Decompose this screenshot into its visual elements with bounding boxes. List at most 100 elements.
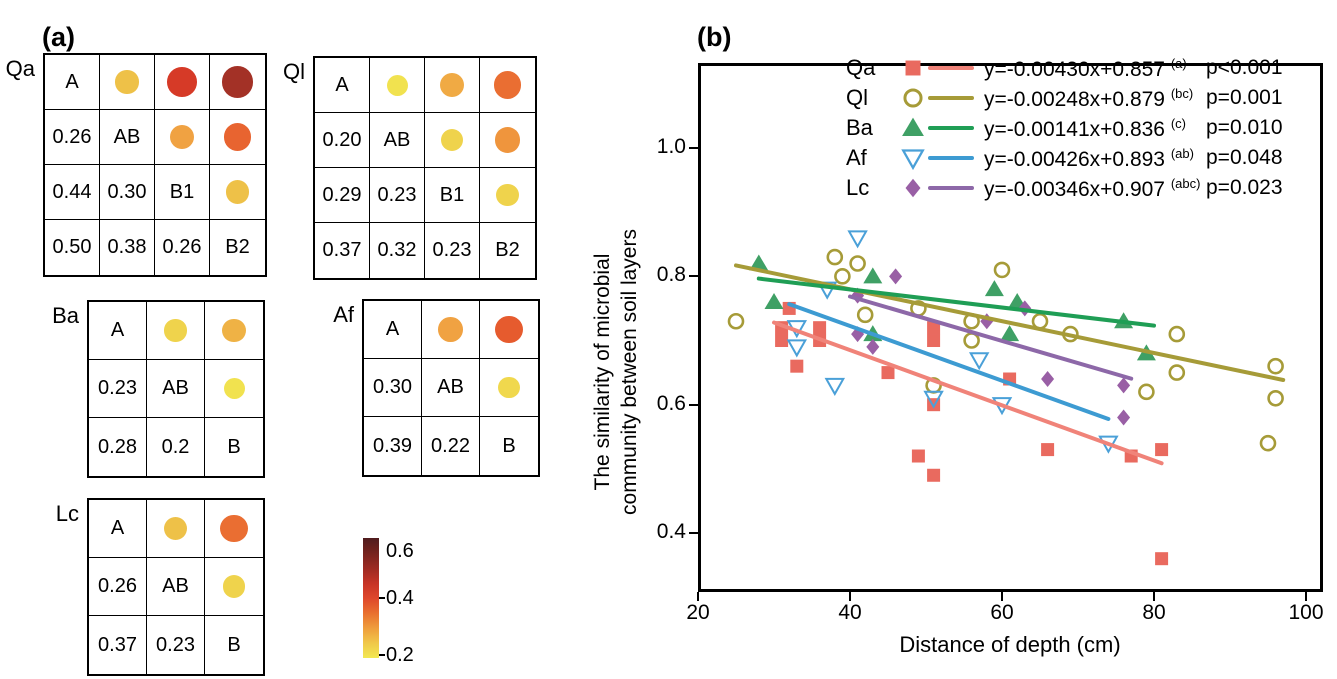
matrix-value-cell: 0.26 [89, 558, 147, 616]
similarity-circle [440, 128, 464, 152]
matrix-circle-cell [480, 58, 535, 113]
legend-marker-icon [901, 149, 925, 171]
matrix-diagonal-cell: AB [422, 359, 480, 417]
similarity-circle [386, 74, 408, 96]
matrix-Qa: A 0.26 AB 0.44 0.30 B1 0.50 0.38 0.26 B2 [43, 53, 267, 277]
matrix-name-Ql: Ql [283, 59, 305, 84]
similarity-circle [222, 575, 246, 598]
y-tick [689, 403, 698, 406]
matrix-value-cell: 0.23 [370, 168, 425, 223]
matrix-diagonal-cell: AB [147, 558, 205, 616]
matrix-name-Qa: Qa [5, 56, 35, 81]
matrix-value-cell: 0.37 [89, 616, 147, 674]
matrix-diagonal-cell: A [45, 55, 100, 110]
matrix-diagonal-cell: A [364, 301, 422, 359]
legend-equation: y=-0.00430x+0.857 (a) [984, 56, 1187, 82]
matrix-diagonal-cell: B2 [210, 220, 265, 275]
legend-series-label: Af [846, 145, 867, 170]
similarity-circle [496, 183, 519, 207]
legend-equation-text: y=-0.00430x+0.857 [984, 58, 1165, 81]
colorbar-tick-label: 0.2 [386, 644, 414, 666]
matrix-circle-cell [155, 55, 210, 110]
legend-equation: y=-0.00346x+0.907 (abc) [984, 176, 1200, 202]
matrix-diagonal-cell: AB [100, 110, 155, 165]
similarity-circle [163, 516, 188, 541]
similarity-circle [164, 319, 187, 342]
legend-line-sample [928, 156, 974, 160]
legend-line-sample [928, 96, 974, 100]
y-tick [689, 275, 698, 278]
matrix-circle-cell [147, 302, 205, 360]
legend-equation-text: y=-0.00346x+0.907 [984, 178, 1165, 201]
panel-a-title: (a) [42, 22, 75, 52]
regression-line-Ba [756, 276, 1156, 328]
matrix-diagonal-cell: A [89, 302, 147, 360]
matrix-Lc: A 0.26 AB 0.37 0.23 B [87, 498, 265, 676]
matrix-value-cell: 0.23 [147, 616, 205, 674]
matrix-circle-cell [425, 58, 480, 113]
matrix-circle-cell [205, 558, 263, 616]
matrix-diagonal-cell: AB [370, 113, 425, 168]
legend-p-value: p=0.001 [1206, 86, 1283, 109]
similarity-circle [494, 127, 521, 153]
x-tick [1001, 592, 1003, 601]
matrix-value-cell: 0.32 [370, 223, 425, 278]
legend-equation-text: y=-0.00248x+0.879 [984, 88, 1165, 111]
matrix-Af: A 0.30 AB 0.39 0.22 B [362, 299, 540, 477]
legend-marker-icon [902, 117, 924, 137]
similarity-circle [223, 378, 245, 399]
matrix-value-cell: 0.28 [89, 418, 147, 476]
matrix-diagonal-cell: A [89, 500, 147, 558]
y-tick [689, 532, 698, 535]
matrix-value-cell: 0.50 [45, 220, 100, 275]
matrix-circle-cell [147, 500, 205, 558]
colorbar-tick-label: 0.6 [386, 540, 414, 562]
colorbar-tick [379, 597, 385, 599]
series-Ql-points [727, 248, 1284, 452]
matrix-diagonal-cell: B [205, 616, 263, 674]
matrix-value-cell: 0.38 [100, 220, 155, 275]
legend-marker-icon [905, 60, 921, 76]
similarity-circle [439, 72, 465, 98]
similarity-circle [495, 315, 523, 344]
panel-b-title: (b) [697, 22, 732, 52]
legend-line-sample [928, 186, 974, 190]
legend-series-label: Ql [846, 85, 868, 110]
matrix-circle-cell [480, 359, 538, 417]
legend-equation: y=-0.00426x+0.893 (ab) [984, 146, 1194, 172]
matrix-name-Af: Af [333, 302, 354, 327]
legend-marker-icon [903, 88, 923, 108]
matrix-circle-cell [100, 55, 155, 110]
matrix-diagonal-cell: B1 [155, 165, 210, 220]
series-Ba-points [749, 254, 1156, 361]
legend-series-label: Qa [846, 55, 876, 80]
regression-line-Ql [734, 263, 1286, 383]
y-axis-title-line2: community between soil layers [618, 229, 641, 515]
similarity-circle [225, 180, 250, 204]
matrix-diagonal-cell: B [480, 417, 538, 475]
x-tick [849, 592, 851, 601]
legend-p-value: p=0.023 [1206, 176, 1283, 199]
legend-equation-text: y=-0.00426x+0.893 [984, 148, 1165, 171]
plot-box [698, 63, 1323, 592]
matrix-circle-cell [205, 302, 263, 360]
legend-sig-superscript: (ab) [1170, 146, 1194, 161]
legend-p-value: p=0.048 [1206, 146, 1283, 169]
y-tick-label: 0.4 [656, 520, 686, 544]
colorbar [363, 538, 379, 658]
similarity-circle [498, 376, 520, 399]
legend-line-sample [928, 66, 974, 70]
matrix-name-Lc: Lc [55, 501, 79, 526]
legend-marker-icon [905, 178, 921, 198]
matrix-value-cell: 0.23 [89, 360, 147, 418]
regression-line-Af [787, 302, 1111, 421]
matrix-value-cell: 0.20 [315, 113, 370, 168]
matrix-value-cell: 0.23 [425, 223, 480, 278]
similarity-circle [223, 123, 252, 151]
matrix-diagonal-cell: AB [147, 360, 205, 418]
matrix-value-cell: 0.29 [315, 168, 370, 223]
matrix-Ql: A 0.20 AB 0.29 0.23 B1 0.37 0.32 0.23 B2 [313, 56, 537, 280]
matrix-value-cell: 0.44 [45, 165, 100, 220]
similarity-circle [222, 318, 246, 343]
matrix-value-cell: 0.26 [45, 110, 100, 165]
